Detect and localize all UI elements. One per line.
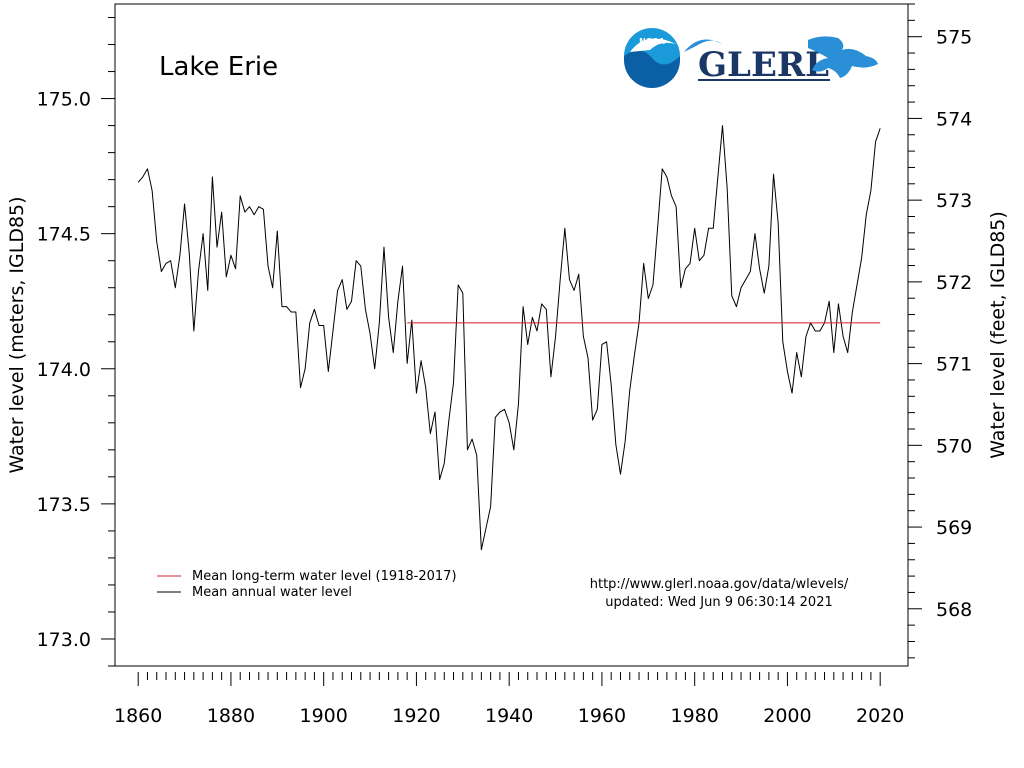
legend-label-mean-long-term: Mean long-term water level (1918-2017) bbox=[192, 569, 457, 584]
glerl-logo: NOAA GLERL bbox=[624, 28, 878, 88]
noaa-badge-bird-icon bbox=[630, 38, 676, 52]
glerl-wordmark: GLERL bbox=[698, 45, 829, 85]
right-tick-label: 573 bbox=[936, 190, 972, 212]
left-y-axis-title: Water level (meters, IGLD85) bbox=[6, 196, 28, 473]
legend-label-mean-annual: Mean annual water level bbox=[192, 585, 352, 600]
right-tick-label: 569 bbox=[936, 517, 972, 539]
right-tick-label: 570 bbox=[936, 435, 972, 457]
plot-frame bbox=[114, 3, 909, 667]
right-tick-label: 572 bbox=[936, 272, 972, 294]
left-tick-label: 174.5 bbox=[37, 224, 91, 246]
legend: Mean long-term water level (1918-2017) M… bbox=[157, 569, 457, 600]
x-tick-label: 1880 bbox=[207, 705, 255, 727]
left-tick-label: 174.0 bbox=[37, 359, 91, 381]
noaa-badge-text: NOAA bbox=[639, 37, 665, 46]
chart-series-group bbox=[137, 125, 881, 551]
x-tick-label: 1860 bbox=[114, 705, 162, 727]
left-tick-label: 175.0 bbox=[37, 89, 91, 111]
left-tick-label: 173.0 bbox=[37, 629, 91, 651]
right-y-axis: 568 569 570 571 572 573 574 575 bbox=[908, 3, 972, 659]
right-tick-label: 574 bbox=[936, 108, 972, 130]
right-tick-label: 575 bbox=[936, 27, 972, 49]
x-tick-label: 1960 bbox=[578, 705, 626, 727]
x-tick-label: 2000 bbox=[763, 705, 811, 727]
right-y-axis-title: Water level (feet, IGLD85) bbox=[987, 211, 1009, 459]
chart-title: Lake Erie bbox=[159, 52, 278, 82]
annual-water-level-line bbox=[137, 125, 881, 551]
x-tick-label: 1920 bbox=[392, 705, 440, 727]
great-lakes-icon bbox=[808, 36, 878, 78]
source-url-note: http://www.glerl.noaa.gov/data/wlevels/ bbox=[590, 577, 849, 592]
noaa-badge-wave-icon bbox=[624, 50, 680, 88]
x-tick-label: 1900 bbox=[300, 705, 348, 727]
x-tick-label: 1940 bbox=[485, 705, 533, 727]
x-tick-label: 1980 bbox=[670, 705, 718, 727]
x-tick-label: 2020 bbox=[856, 705, 904, 727]
logo-swoosh-icon bbox=[684, 39, 722, 52]
left-y-axis: 173.0 173.5 174.0 174.5 175.0 bbox=[37, 17, 115, 667]
right-tick-label: 568 bbox=[936, 599, 972, 621]
right-tick-label: 571 bbox=[936, 354, 972, 376]
updated-timestamp-note: updated: Wed Jun 9 06:30:14 2021 bbox=[605, 595, 833, 610]
x-axis: 1860 1880 1900 1920 1940 1960 1980 2000 2020 bbox=[114, 672, 904, 727]
left-tick-label: 173.5 bbox=[37, 494, 91, 516]
